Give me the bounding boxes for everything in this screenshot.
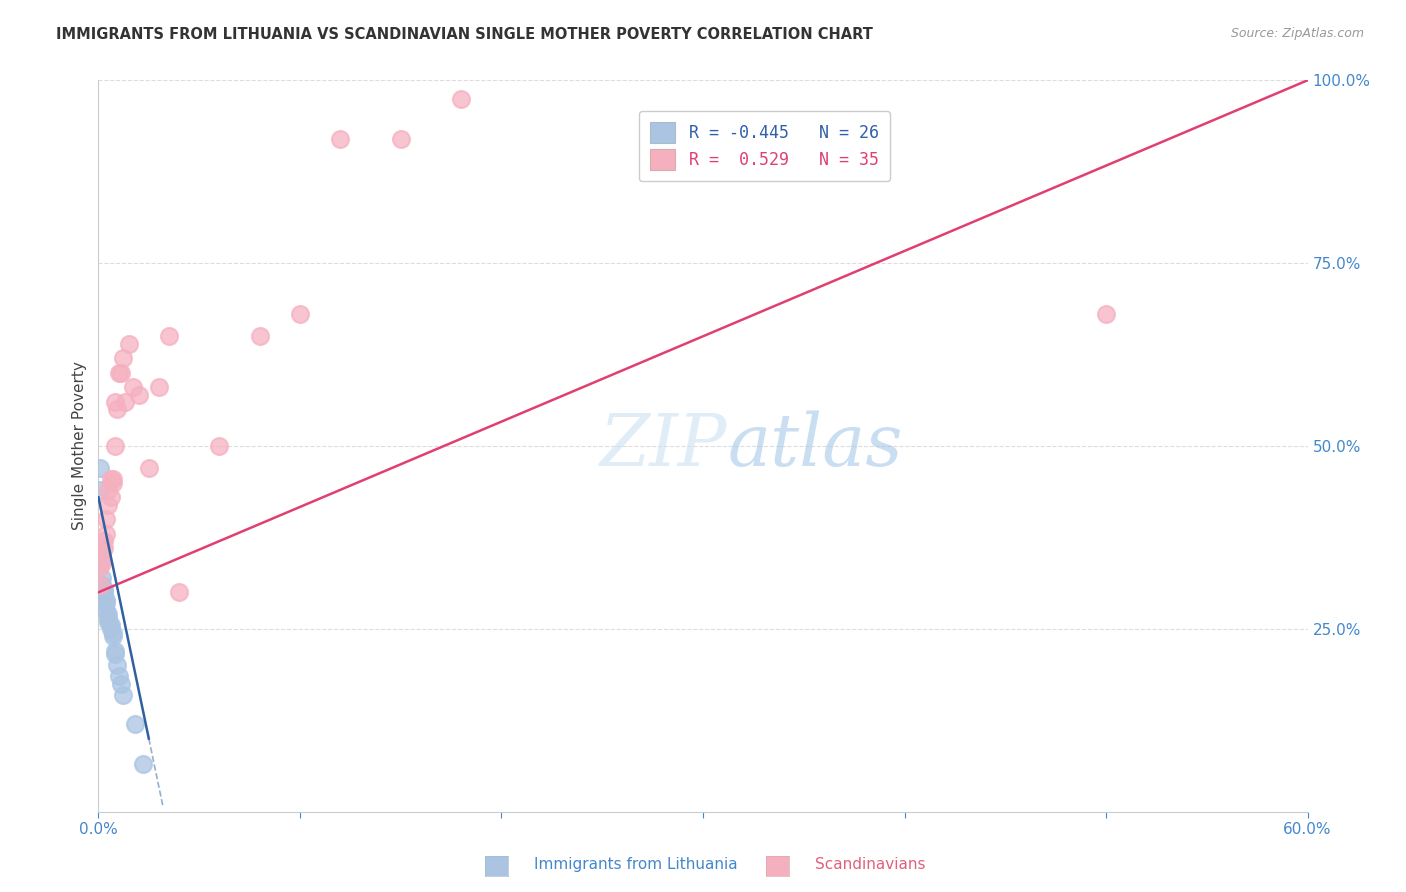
Point	[389, 132, 412, 146]
Text: Scandinavians: Scandinavians	[815, 857, 927, 872]
Point	[96, 596, 118, 610]
Point	[89, 559, 111, 574]
Text: Immigrants from Lithuania: Immigrants from Lithuania	[534, 857, 738, 872]
Point	[167, 585, 190, 599]
Text: atlas: atlas	[727, 410, 903, 482]
Point	[121, 380, 143, 394]
Point	[89, 578, 111, 592]
Point	[101, 475, 124, 490]
Point	[101, 472, 124, 486]
Point	[107, 366, 129, 380]
Point	[105, 658, 128, 673]
Point	[93, 541, 115, 556]
Point	[103, 644, 125, 658]
Point	[132, 757, 155, 772]
Point	[288, 307, 311, 321]
Text: IMMIGRANTS FROM LITHUANIA VS SCANDINAVIAN SINGLE MOTHER POVERTY CORRELATION CHAR: IMMIGRANTS FROM LITHUANIA VS SCANDINAVIA…	[56, 27, 873, 42]
Point	[103, 439, 125, 453]
Point	[101, 629, 124, 643]
Point	[93, 534, 115, 549]
Point	[93, 589, 115, 603]
Point	[89, 461, 111, 475]
Point	[101, 625, 124, 640]
Point	[111, 688, 134, 702]
Text: Source: ZipAtlas.com: Source: ZipAtlas.com	[1230, 27, 1364, 40]
Point	[157, 329, 180, 343]
Point	[96, 603, 118, 617]
Point	[97, 611, 120, 625]
Point	[97, 607, 120, 622]
Point	[91, 556, 114, 570]
Point	[89, 483, 111, 497]
Point	[450, 92, 472, 106]
Point	[103, 395, 125, 409]
Point	[93, 582, 115, 596]
Point	[96, 592, 118, 607]
Point	[110, 676, 132, 690]
Point	[100, 472, 122, 486]
Point	[105, 402, 128, 417]
Point	[100, 618, 122, 632]
Text: ZIP: ZIP	[600, 410, 727, 482]
Point	[96, 512, 118, 526]
Point	[111, 351, 134, 366]
Point	[138, 461, 160, 475]
Point	[91, 552, 114, 566]
Point	[93, 585, 115, 599]
Point	[128, 388, 150, 402]
Point	[114, 395, 136, 409]
Point	[91, 578, 114, 592]
Point	[148, 380, 170, 394]
Point	[103, 648, 125, 662]
Point	[329, 132, 352, 146]
Point	[97, 483, 120, 497]
Point	[1095, 307, 1118, 321]
Point	[91, 571, 114, 585]
Point	[208, 439, 231, 453]
Point	[91, 545, 114, 559]
Point	[100, 490, 122, 504]
Point	[124, 717, 146, 731]
Point	[96, 526, 118, 541]
Point	[100, 622, 122, 636]
Point	[107, 669, 129, 683]
Point	[110, 366, 132, 380]
Y-axis label: Single Mother Poverty: Single Mother Poverty	[72, 361, 87, 531]
Point	[97, 498, 120, 512]
Legend: R = -0.445   N = 26, R =  0.529   N = 35: R = -0.445 N = 26, R = 0.529 N = 35	[638, 111, 890, 181]
Point	[249, 329, 271, 343]
Point	[118, 336, 141, 351]
Point	[97, 615, 120, 629]
